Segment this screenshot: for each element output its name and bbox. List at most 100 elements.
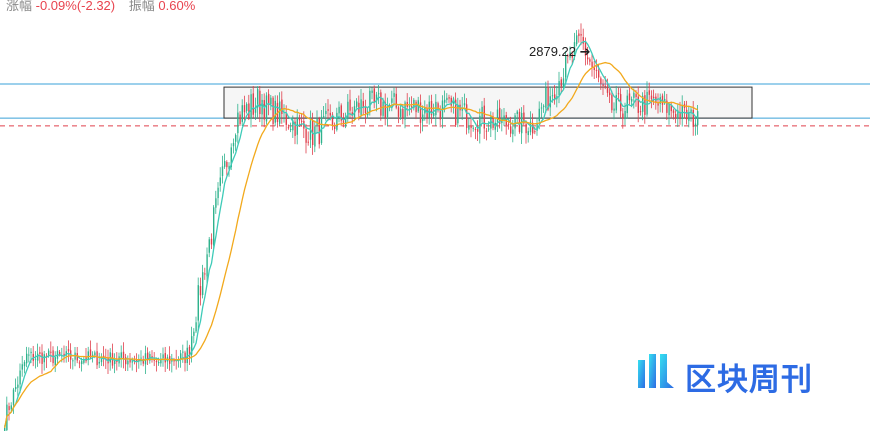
candle-body [125,357,127,365]
candle [560,76,562,93]
candle-body [323,116,325,118]
candle-body [569,52,571,58]
candle-body [499,107,501,124]
candle-body [644,95,646,115]
candle-body [378,93,380,95]
candle-body [67,349,70,352]
candle [111,343,114,369]
candle-body [604,85,606,87]
candle [336,107,338,132]
candle-body [195,322,197,332]
candle [558,71,560,104]
candle [272,96,274,131]
candle-body [507,123,510,125]
candle [219,167,221,192]
candle-body [375,94,378,102]
candle-body [661,95,664,105]
candle [248,94,250,121]
change-value: -0.09%(-2.32) [35,0,116,13]
candle [677,104,679,127]
candle [74,347,76,367]
candle-body [670,104,672,112]
candle [373,85,375,109]
candle-body [490,117,492,129]
candle-body [268,93,270,105]
candle-body [243,105,246,113]
candle [375,91,378,112]
candle [562,68,565,90]
candle [675,109,677,124]
candle [133,355,136,365]
candle-body [248,103,250,118]
candle [314,120,316,153]
candle-body [386,106,389,117]
candle [591,53,593,77]
candle [571,51,573,65]
candle [243,95,246,121]
candle [380,89,382,121]
candles [4,23,699,431]
candle [215,190,217,214]
candle-body [697,111,699,126]
candle [28,347,30,363]
candle-body [81,361,83,365]
candle-body [92,354,94,356]
candle-body [694,123,697,126]
candle [210,233,213,249]
candle [217,182,219,206]
candle-body [129,359,131,363]
candle-body [591,61,593,68]
candle-body [411,106,413,108]
candle-body [98,361,100,364]
candle-body [503,115,505,118]
candle [518,108,521,134]
candle [514,112,516,137]
candle-body [415,101,417,113]
candle [382,97,384,119]
candle [567,53,569,64]
candle-body [34,358,37,360]
candle [103,346,105,367]
candle [206,247,208,286]
candle-body [83,359,85,363]
candle [224,153,226,169]
candle-body [505,115,507,125]
candle-body [516,111,518,114]
candle-body [265,95,268,122]
candle-body [221,166,224,176]
candle-body [648,90,650,95]
candle-body [600,78,602,84]
candle-body [133,360,136,362]
candle-body [257,89,259,108]
candle [274,95,276,127]
candle-body [279,101,281,124]
candle-body [191,336,193,355]
candle [593,60,595,80]
candle-body [188,346,191,357]
candle-body [609,92,611,96]
candle [505,111,507,135]
candle-body [587,57,589,60]
candle [565,50,567,84]
candle-body [428,101,430,118]
candle-body [336,112,338,130]
candle-body [281,99,283,115]
candle [169,346,171,371]
candle-body [573,42,576,57]
candle-body [466,104,468,128]
candle-body [202,272,204,295]
candle [329,104,331,121]
candle [496,100,499,133]
candle-body [543,105,545,107]
candle-body [628,93,631,101]
candle [323,106,325,119]
candle-body [294,121,296,136]
candle-body [50,351,52,353]
candle-body [41,352,43,364]
candle [580,23,582,46]
candle [114,353,116,374]
candle-body [136,359,138,362]
candle [83,357,85,365]
candle-body [668,104,670,116]
